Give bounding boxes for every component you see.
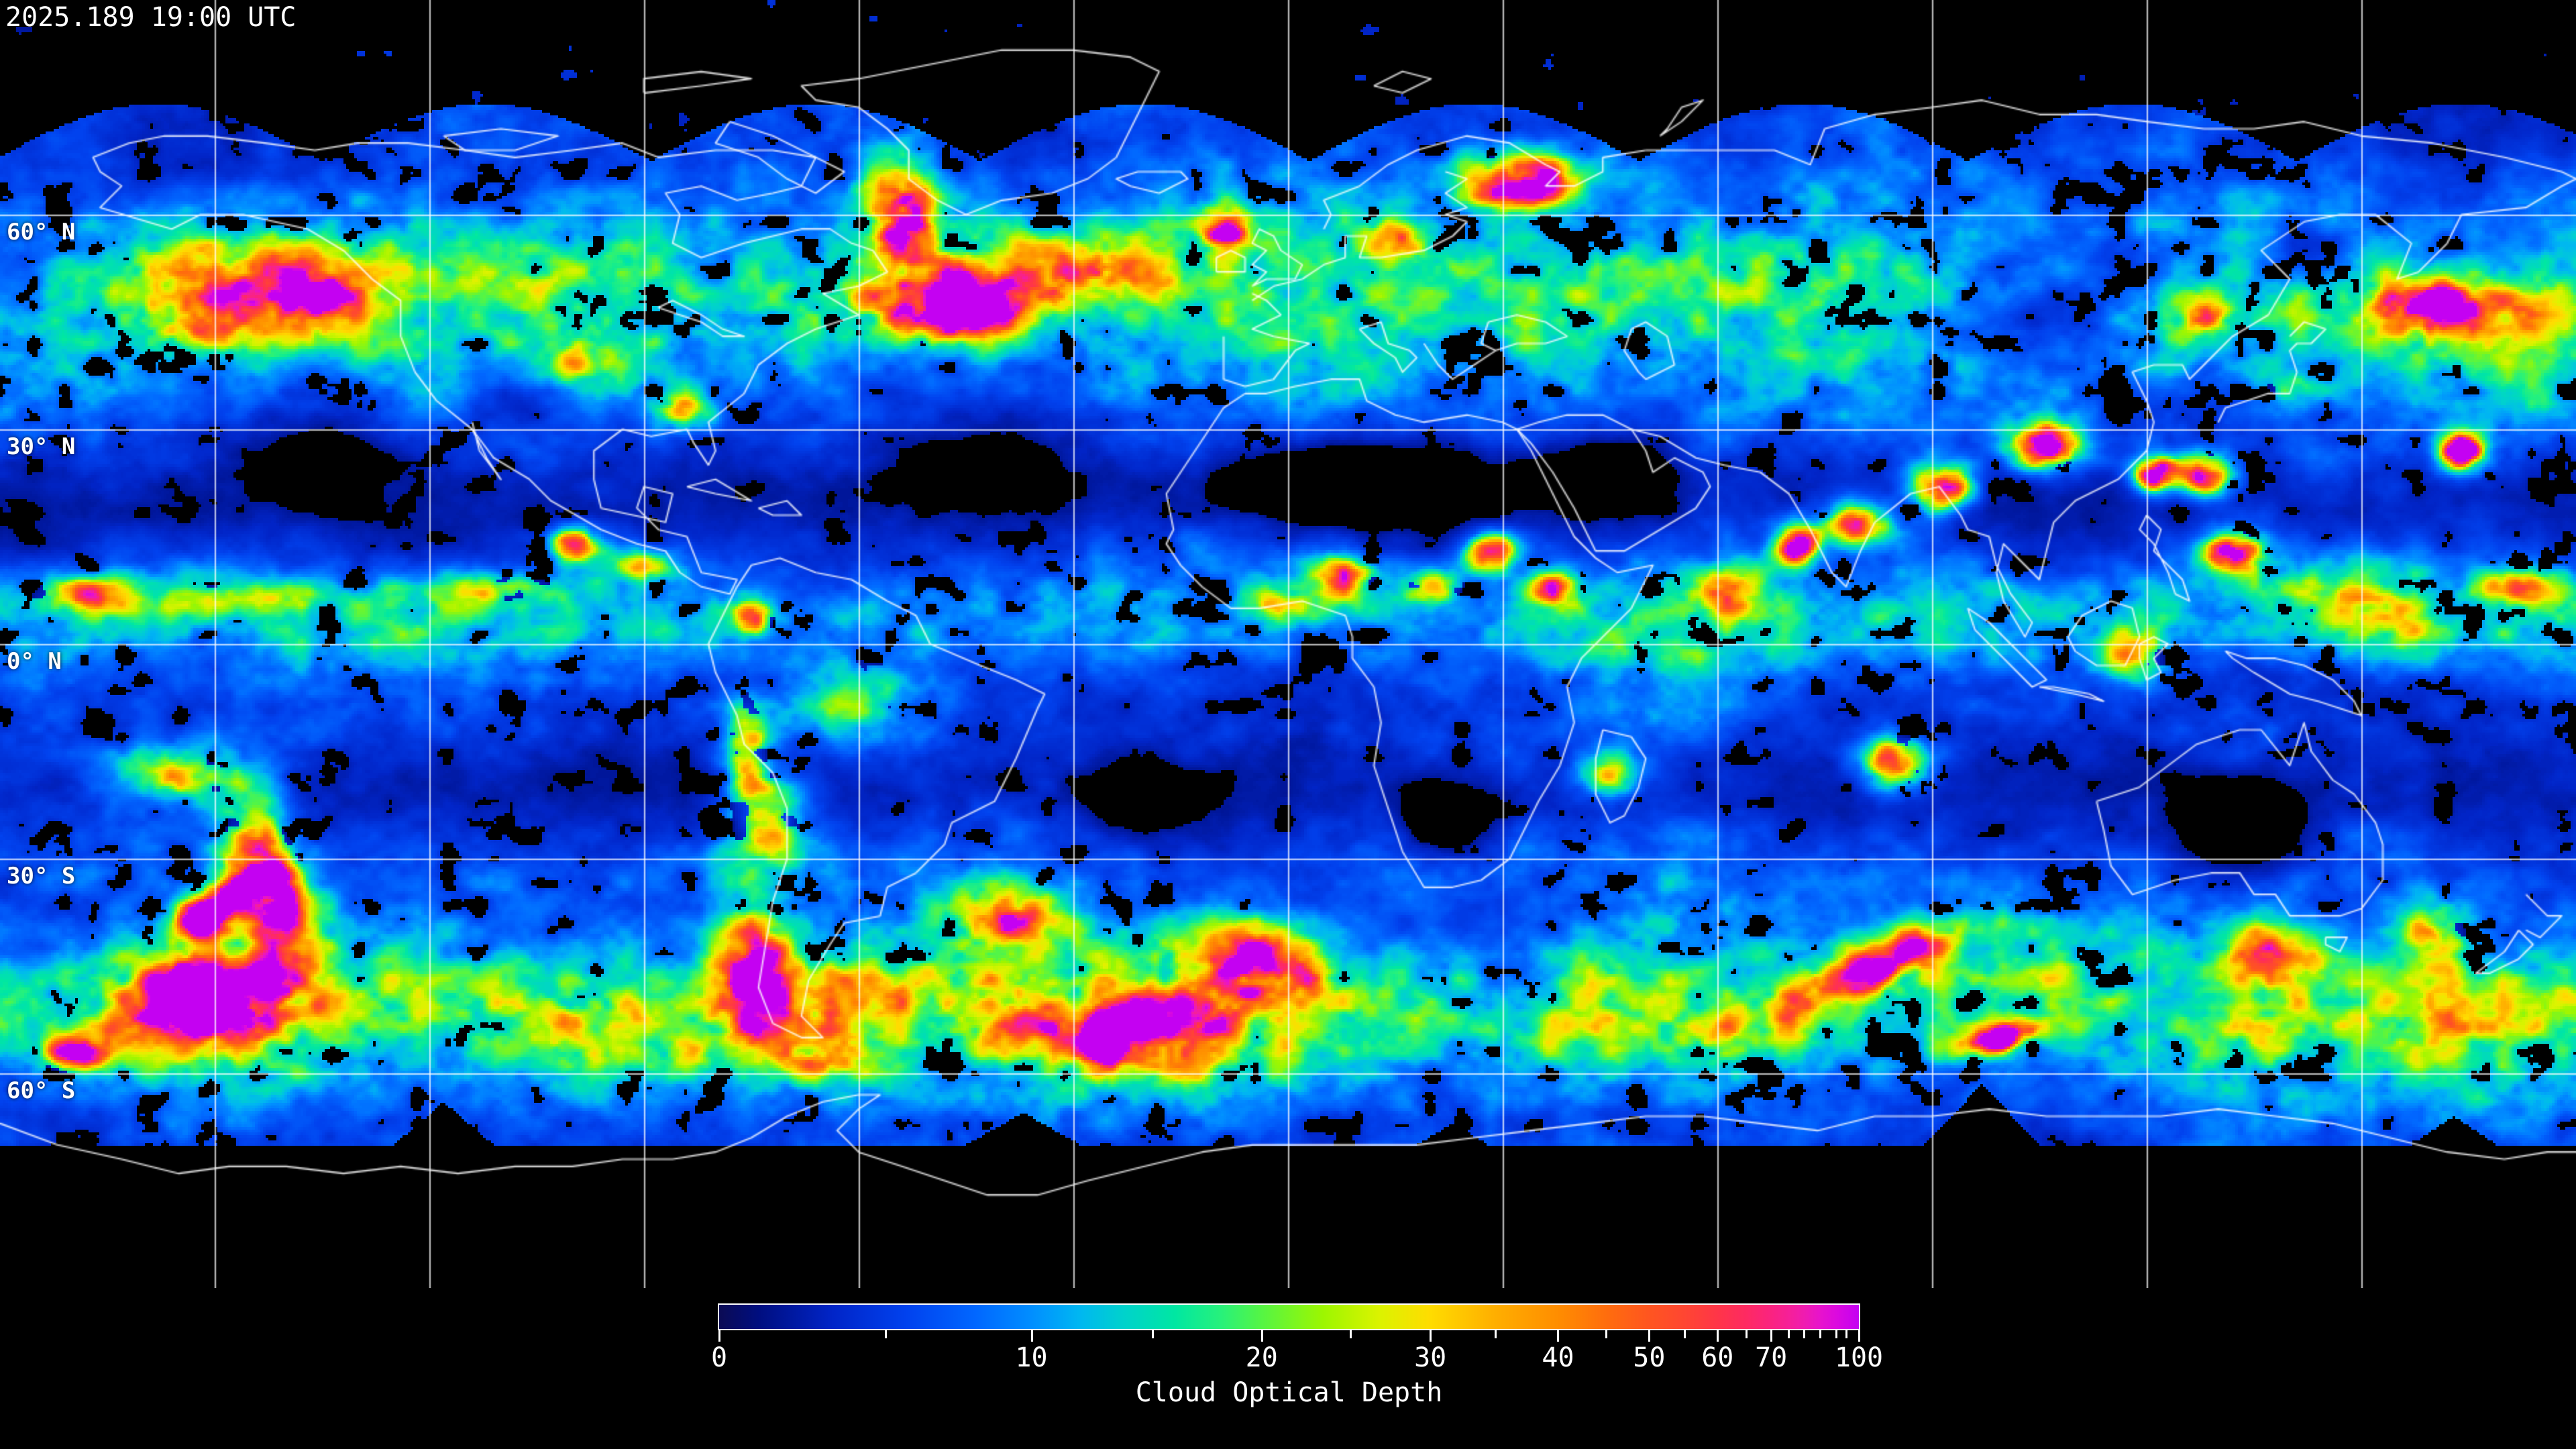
coastline-grid-canvas	[0, 0, 2576, 1288]
colorbar-tick-label-30: 30	[1414, 1342, 1447, 1373]
colorbar-tick-60	[1717, 1330, 1719, 1342]
colorbar-tick-30	[1430, 1330, 1432, 1342]
colorbar-tick-5	[885, 1330, 888, 1338]
colorbar-tick-label-20: 20	[1245, 1342, 1278, 1373]
world-map: 2025.189 19:00 UTC 60° N 30° N 0° N 30° S 60…	[0, 0, 2576, 1288]
colorbar-tick-75	[1787, 1330, 1790, 1338]
lat-label-30n: 30° N	[7, 433, 76, 460]
colorbar-tick-10	[1030, 1330, 1033, 1342]
colorbar-tick-90	[1835, 1330, 1838, 1338]
colorbar-tick-70	[1770, 1330, 1773, 1342]
colorbar-tick-label-40: 40	[1542, 1342, 1574, 1373]
colorbar-tick-80	[1803, 1330, 1806, 1338]
colorbar-tick-35	[1495, 1330, 1497, 1338]
colorbar-tick-25	[1350, 1330, 1352, 1338]
colorbar-tick-40	[1557, 1330, 1560, 1342]
colorbar: 0 10 20 30 40 50 60 70 100 Cloud Optical Depth	[711, 1303, 1883, 1444]
timestamp-label: 2025.189 19:00 UTC	[5, 2, 297, 33]
colorbar-tick-label-60: 60	[1701, 1342, 1734, 1373]
colorbar-tick-label-50: 50	[1633, 1342, 1666, 1373]
colorbar-tick-100	[1858, 1330, 1860, 1342]
colorbar-tick-20	[1260, 1330, 1263, 1342]
lat-label-0n: 0° N	[7, 648, 62, 675]
colorbar-tick-65	[1745, 1330, 1748, 1338]
lat-label-30s: 30° S	[7, 863, 76, 890]
colorbar-tick-label-10: 10	[1015, 1342, 1048, 1373]
colorbar-tick-label-0: 0	[710, 1342, 728, 1373]
colorbar-gradient	[718, 1303, 1860, 1330]
colorbar-tick-85	[1819, 1330, 1822, 1338]
colorbar-tick-50	[1648, 1330, 1651, 1342]
lat-label-60n: 60° N	[7, 219, 76, 246]
colorbar-tick-95	[1845, 1330, 1848, 1338]
colorbar-title: Cloud Optical Depth	[1135, 1377, 1443, 1408]
lat-label-60s: 60° S	[7, 1077, 76, 1104]
colorbar-tick-label-100: 100	[1834, 1342, 1884, 1373]
colorbar-tick-15	[1151, 1330, 1154, 1338]
colorbar-tick-label-70: 70	[1755, 1342, 1788, 1373]
colorbar-tick-55	[1684, 1330, 1686, 1338]
colorbar-tick-0	[718, 1330, 720, 1342]
colorbar-tick-45	[1605, 1330, 1607, 1338]
